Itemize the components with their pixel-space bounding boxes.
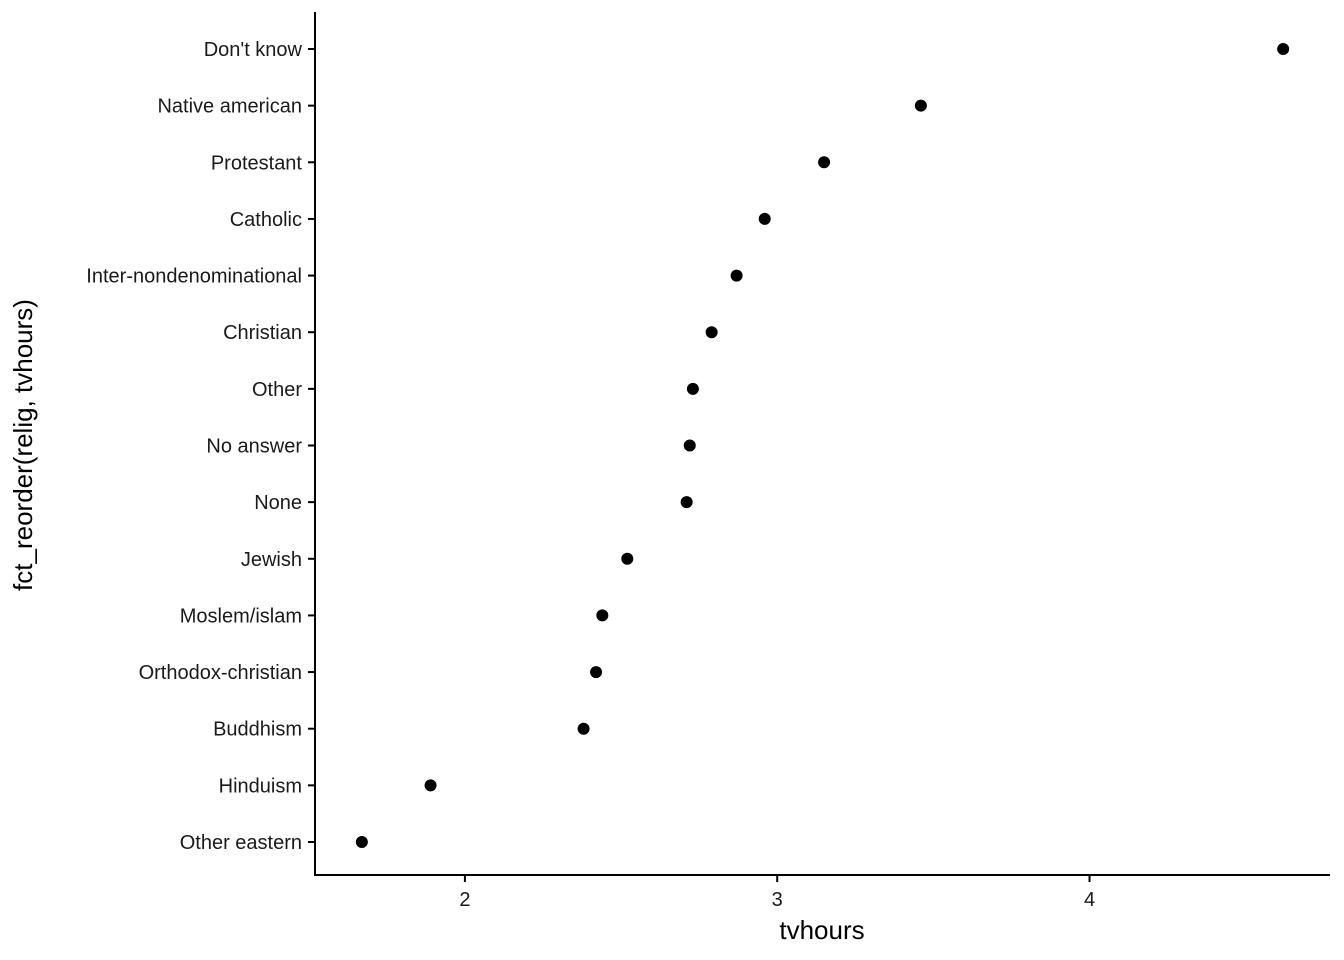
x-tick-label: 4 xyxy=(1084,889,1095,911)
data-point xyxy=(1277,43,1290,55)
data-point xyxy=(596,609,609,622)
y-tick-label: Inter-nondenominational xyxy=(86,266,302,288)
y-tick-label: None xyxy=(254,492,302,514)
y-tick-label: Protestant xyxy=(211,152,303,174)
data-point xyxy=(818,156,831,169)
data-point xyxy=(686,382,699,395)
y-tick-label: Other eastern xyxy=(180,832,302,854)
y-tick-label: Jewish xyxy=(241,549,302,571)
data-point xyxy=(577,722,590,735)
y-tick-label: Orthodox-christian xyxy=(139,662,302,684)
x-axis-label: tvhours xyxy=(779,915,864,945)
data-point xyxy=(424,779,437,792)
y-tick-label: Christian xyxy=(223,322,302,344)
data-point xyxy=(914,99,927,112)
y-axis-label: fct_reorder(relig, tvhours) xyxy=(8,299,38,591)
y-tick-label: Other xyxy=(252,379,302,401)
y-tick-label: Hinduism xyxy=(219,775,302,797)
data-point xyxy=(590,666,603,679)
x-tick-label: 3 xyxy=(772,889,783,911)
y-tick-label: Native american xyxy=(157,96,302,118)
y-tick-label: No answer xyxy=(206,436,302,458)
data-point xyxy=(621,552,634,565)
y-tick-label: Buddhism xyxy=(213,719,302,741)
data-point xyxy=(355,836,368,848)
y-tick-label: Catholic xyxy=(230,209,302,231)
x-tick-label: 2 xyxy=(459,889,470,911)
data-point xyxy=(683,439,696,452)
data-point xyxy=(705,326,718,339)
data-point xyxy=(758,212,771,225)
data-point xyxy=(730,269,743,282)
data-point xyxy=(680,496,693,509)
y-tick-label: Moslem/islam xyxy=(180,605,302,627)
y-tick-label: Don't know xyxy=(204,39,303,61)
